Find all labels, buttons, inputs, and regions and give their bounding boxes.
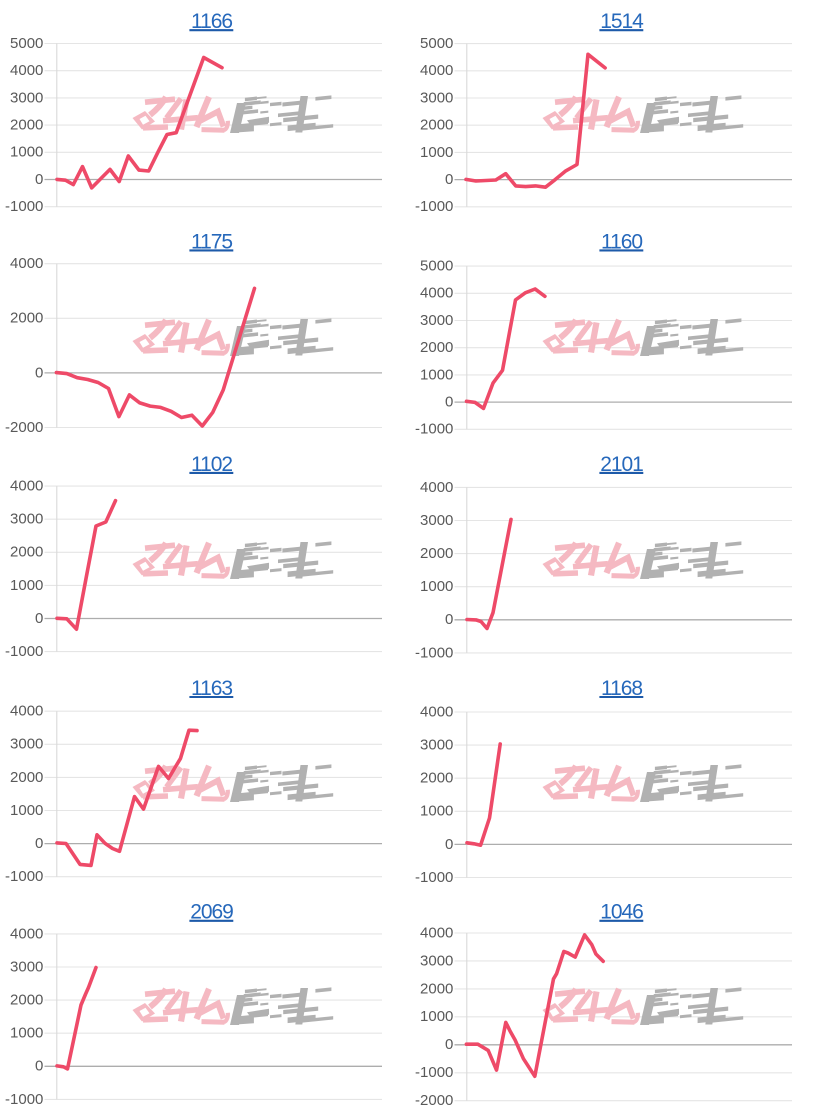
- svg-text:1163: 1163: [191, 677, 232, 700]
- svg-text:1000: 1000: [10, 802, 43, 819]
- svg-text:2000: 2000: [10, 769, 43, 786]
- svg-text:2000: 2000: [420, 117, 453, 134]
- svg-text:4000: 4000: [420, 703, 453, 720]
- svg-text:0: 0: [35, 171, 43, 188]
- svg-text:1160: 1160: [601, 230, 642, 253]
- svg-text:2000: 2000: [10, 117, 43, 134]
- svg-text:0: 0: [35, 610, 43, 627]
- svg-text:5000: 5000: [420, 35, 453, 52]
- svg-text:4000: 4000: [10, 255, 43, 272]
- svg-text:4000: 4000: [420, 479, 453, 496]
- svg-text:2069: 2069: [190, 901, 233, 924]
- svg-text:1000: 1000: [420, 1008, 453, 1025]
- svg-text:2000: 2000: [10, 992, 43, 1009]
- svg-text:4000: 4000: [420, 285, 453, 302]
- svg-text:-1000: -1000: [415, 421, 453, 438]
- svg-text:2101: 2101: [600, 453, 643, 476]
- svg-text:-1000: -1000: [5, 868, 43, 885]
- svg-text:0: 0: [445, 171, 453, 188]
- svg-text:0: 0: [35, 835, 43, 852]
- svg-text:1000: 1000: [420, 578, 453, 595]
- svg-text:3000: 3000: [10, 89, 43, 106]
- svg-text:2000: 2000: [420, 339, 453, 356]
- svg-text:3000: 3000: [420, 952, 453, 969]
- svg-text:1000: 1000: [420, 144, 453, 161]
- svg-text:1000: 1000: [10, 577, 43, 594]
- svg-text:0: 0: [445, 394, 453, 411]
- svg-text:1000: 1000: [420, 803, 453, 820]
- svg-text:4000: 4000: [10, 925, 43, 942]
- svg-text:2000: 2000: [10, 310, 43, 327]
- svg-text:-1000: -1000: [415, 644, 453, 661]
- svg-text:1046: 1046: [600, 901, 643, 924]
- svg-text:1000: 1000: [10, 1025, 43, 1042]
- svg-text:-1000: -1000: [5, 198, 43, 215]
- svg-text:3000: 3000: [420, 512, 453, 529]
- svg-text:0: 0: [445, 1036, 453, 1053]
- svg-text:-1000: -1000: [415, 198, 453, 215]
- svg-text:-1000: -1000: [5, 1091, 43, 1108]
- svg-text:2000: 2000: [420, 980, 453, 997]
- svg-text:4000: 4000: [10, 703, 43, 720]
- svg-text:3000: 3000: [10, 511, 43, 528]
- svg-text:2000: 2000: [10, 544, 43, 561]
- svg-text:-1000: -1000: [5, 643, 43, 660]
- svg-text:3000: 3000: [10, 736, 43, 753]
- svg-text:3000: 3000: [420, 312, 453, 329]
- svg-text:1166: 1166: [191, 10, 232, 33]
- svg-text:0: 0: [35, 1058, 43, 1075]
- svg-text:4000: 4000: [10, 62, 43, 79]
- svg-text:5000: 5000: [420, 258, 453, 275]
- svg-text:-2000: -2000: [5, 419, 43, 436]
- svg-text:3000: 3000: [10, 958, 43, 975]
- svg-text:4000: 4000: [10, 478, 43, 495]
- svg-text:1102: 1102: [191, 453, 232, 476]
- svg-text:0: 0: [35, 364, 43, 381]
- svg-text:-1000: -1000: [415, 869, 453, 886]
- svg-text:3000: 3000: [420, 737, 453, 754]
- svg-text:1000: 1000: [420, 366, 453, 383]
- svg-text:4000: 4000: [420, 62, 453, 79]
- svg-text:1175: 1175: [191, 230, 232, 253]
- svg-text:3000: 3000: [420, 89, 453, 106]
- svg-text:-1000: -1000: [415, 1064, 453, 1081]
- svg-text:2000: 2000: [420, 770, 453, 787]
- svg-text:0: 0: [445, 611, 453, 628]
- svg-text:1000: 1000: [10, 144, 43, 161]
- svg-text:0: 0: [445, 836, 453, 853]
- svg-text:4000: 4000: [420, 924, 453, 941]
- svg-text:5000: 5000: [10, 35, 43, 52]
- svg-text:1168: 1168: [601, 677, 642, 700]
- svg-text:-2000: -2000: [415, 1092, 453, 1109]
- svg-text:1514: 1514: [600, 10, 644, 33]
- svg-text:2000: 2000: [420, 545, 453, 562]
